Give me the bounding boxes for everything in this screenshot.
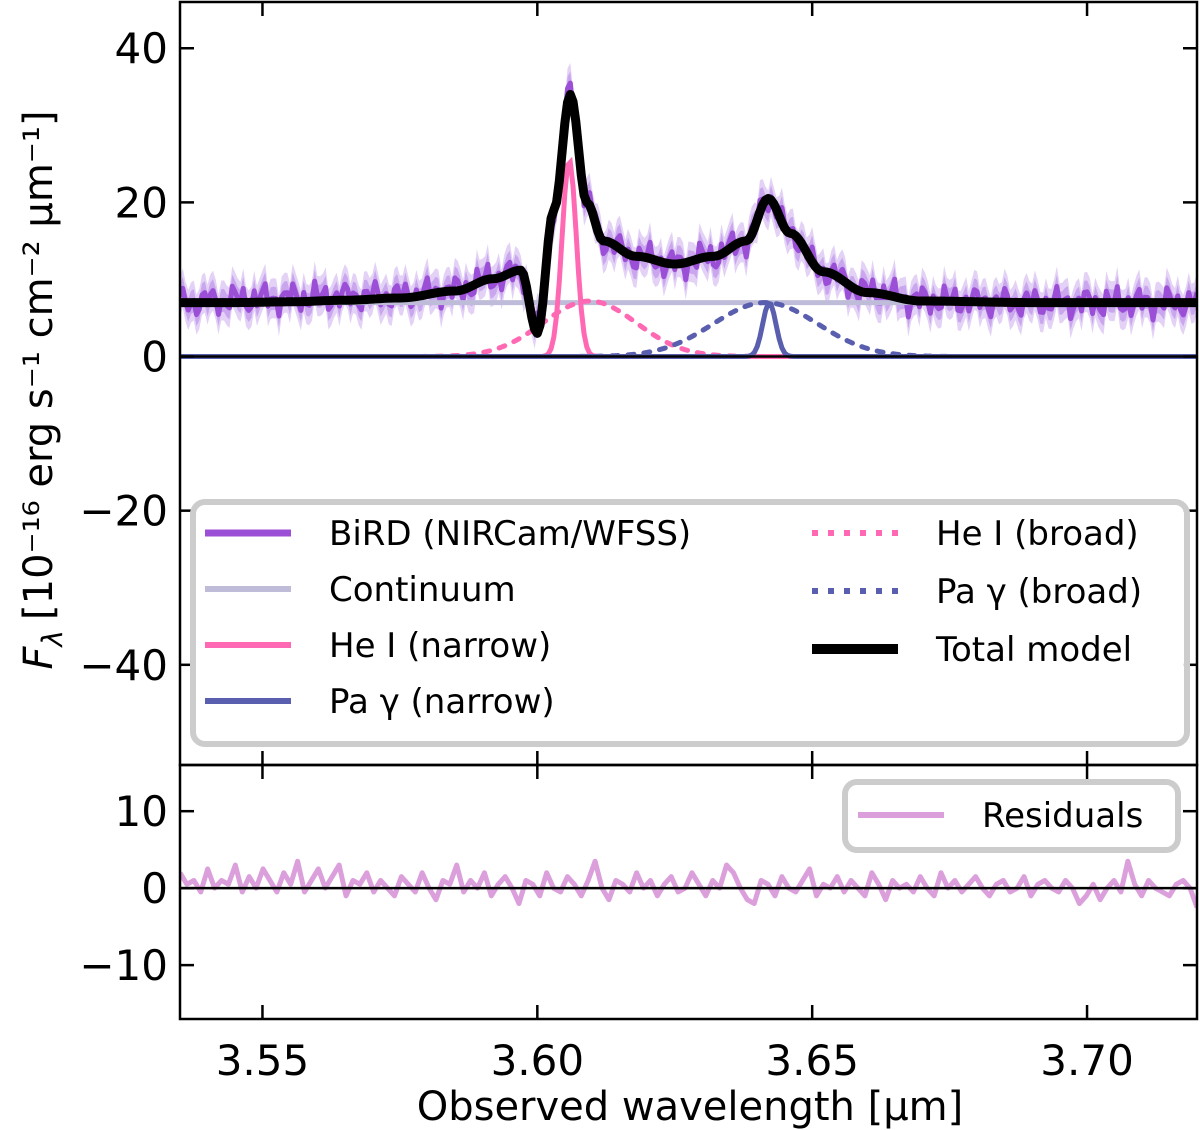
- legend-entry-total-model: Total model: [812, 630, 1132, 670]
- main-y-tick-label: 20: [115, 178, 168, 227]
- main-y-tick-label: 0: [141, 333, 168, 382]
- main-legend: BiRD (NIRCam/WFSS) Continuum He I (narrow)…: [190, 499, 1190, 747]
- residual-legend-frame: [842, 779, 1181, 853]
- main-y-tick-label: 40: [115, 24, 168, 73]
- legend-label: Total model: [935, 630, 1132, 670]
- legend-label: He I (broad): [936, 514, 1139, 554]
- residual-panel-frame: [178, 763, 1199, 1021]
- series-total-model: [180, 89, 1197, 338]
- residual-legend: Residuals: [842, 779, 1181, 853]
- legend-label: Residuals: [982, 796, 1143, 836]
- main-plot-area: [180, 63, 1197, 360]
- residual-plot-area: [180, 858, 1197, 909]
- legend-entry-he-i-narrow: He I (narrow): [205, 626, 551, 666]
- main-panel: 40 20 0 −20 −40: [79, 0, 1199, 767]
- residual-y-tick-label: 10: [115, 787, 168, 836]
- residual-legend-entries: Residuals: [858, 796, 1143, 836]
- data-uncertainty-band-outer: [180, 63, 1197, 349]
- main-legend-frame: [190, 499, 1190, 747]
- legend-label: He I (narrow): [329, 626, 551, 666]
- main-legend-entries: BiRD (NIRCam/WFSS) Continuum He I (narrow)…: [205, 514, 1142, 722]
- legend-entry-residuals: Residuals: [858, 796, 1143, 836]
- x-tick-label: 3.65: [765, 1036, 859, 1085]
- residual-y-tick-label: 0: [141, 864, 168, 913]
- legend-label: Continuum: [329, 570, 516, 610]
- x-tick-label: 3.70: [1040, 1036, 1134, 1085]
- y-axis-label-subscript: λ: [36, 630, 69, 649]
- legend-entry-continuum: Continuum: [205, 570, 516, 610]
- main-y-tick-label: −40: [79, 641, 168, 690]
- main-y-ticks: 40 20 0 −20 −40: [79, 2, 1197, 765]
- legend-label: BiRD (NIRCam/WFSS): [329, 514, 691, 554]
- residual-ticks: 10 0 −10 3.55 3.60 3.65 3.70: [79, 765, 1197, 1085]
- residual-y-tick-label: −10: [79, 941, 168, 990]
- legend-label: Pa γ (broad): [936, 572, 1142, 612]
- legend-entry-he-i-broad: He I (broad): [812, 514, 1139, 554]
- y-axis-label: Fλ [10⁻¹⁶ erg s⁻¹ cm⁻² μm⁻¹]: [16, 110, 69, 669]
- residual-panel: 10 0 −10 3.55 3.60 3.65 3.70: [79, 763, 1199, 1085]
- y-axis-label-unit: [10⁻¹⁶ erg s⁻¹ cm⁻² μm⁻¹]: [16, 110, 62, 620]
- series-residuals: [180, 858, 1197, 909]
- legend-entry-bird-nircam-wfss: BiRD (NIRCam/WFSS): [205, 514, 691, 554]
- legend-entry-pa-narrow: Pa γ (narrow): [205, 682, 555, 722]
- series-he-i-broad: [180, 298, 1197, 360]
- y-axis-label-symbol: F: [16, 646, 62, 670]
- x-tick-label: 3.60: [491, 1036, 585, 1085]
- x-axis-label: Observed wavelength [μm]: [417, 1084, 964, 1130]
- legend-label: Pa γ (narrow): [329, 682, 555, 722]
- legend-entry-pa-broad: Pa γ (broad): [812, 572, 1142, 612]
- x-tick-label: 3.55: [216, 1036, 310, 1085]
- main-y-tick-label: −20: [79, 487, 168, 536]
